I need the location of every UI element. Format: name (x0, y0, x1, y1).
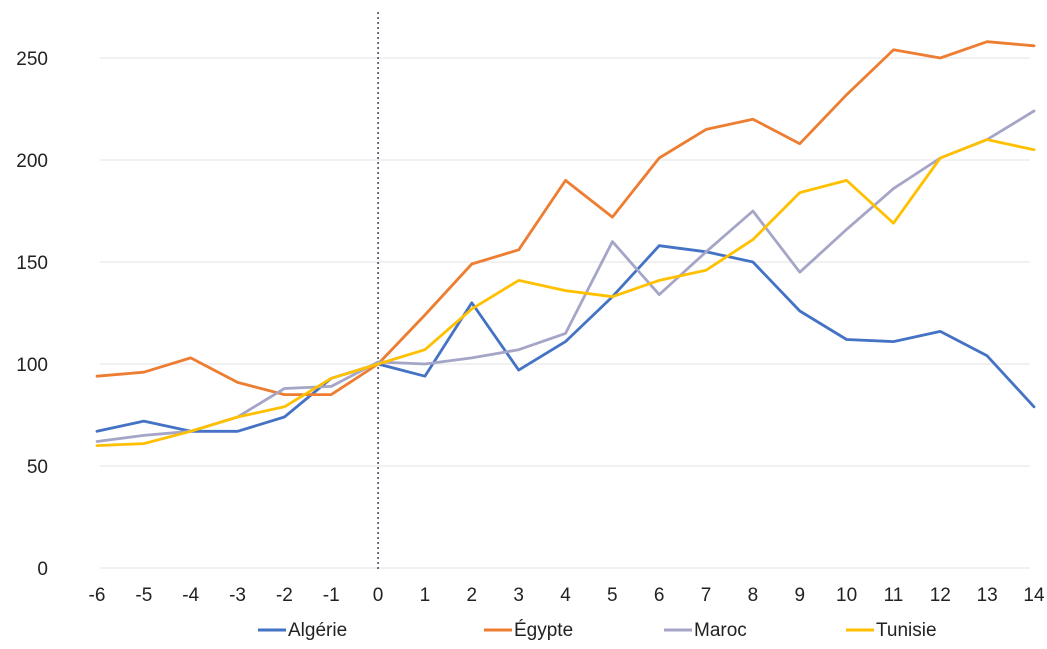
series-line-1 (95, 40, 1036, 397)
series-line-3 (95, 138, 1036, 448)
x-tick-label: 9 (794, 585, 805, 606)
y-tick-label: 150 (16, 253, 48, 274)
legend-label: Égypte (514, 620, 573, 641)
grid (100, 12, 1030, 572)
x-tick-label: 13 (977, 585, 998, 606)
x-tick-label: 12 (930, 585, 951, 606)
x-tick-label: 7 (701, 585, 712, 606)
series-line-2 (95, 109, 1036, 443)
x-tick-label: 8 (748, 585, 759, 606)
y-tick-label: 200 (16, 151, 48, 172)
x-tick-label: 1 (420, 585, 431, 606)
x-tick-label: -6 (89, 585, 106, 606)
x-tick-label: 2 (467, 585, 478, 606)
legend-label: Algérie (288, 620, 347, 641)
x-tick-label: -1 (323, 585, 340, 606)
x-tick-label: 14 (1023, 585, 1045, 606)
legend-label: Maroc (694, 620, 747, 641)
legend: Algérie Égypte Maroc Tunisie (258, 620, 937, 641)
y-tick-label: 0 (37, 559, 48, 580)
y-tick-label: 100 (16, 355, 48, 376)
x-tick-label: 5 (607, 585, 618, 606)
x-tick-label: 3 (513, 585, 524, 606)
x-tick-label: -5 (135, 585, 152, 606)
legend-label: Tunisie (876, 620, 937, 641)
series-lines (95, 40, 1036, 448)
x-tick-label: -2 (276, 585, 293, 606)
y-tick-label: 50 (27, 457, 48, 478)
x-tick-label: 4 (560, 585, 571, 606)
x-tick-label: -4 (182, 585, 199, 606)
x-tick-label: 6 (654, 585, 665, 606)
y-tick-label: 250 (16, 49, 48, 70)
series-line-0 (95, 244, 1036, 433)
x-tick-label: 0 (373, 585, 384, 606)
x-tick-label: -3 (229, 585, 246, 606)
x-tick-label: 10 (836, 585, 857, 606)
x-tick-label: 11 (884, 585, 904, 606)
